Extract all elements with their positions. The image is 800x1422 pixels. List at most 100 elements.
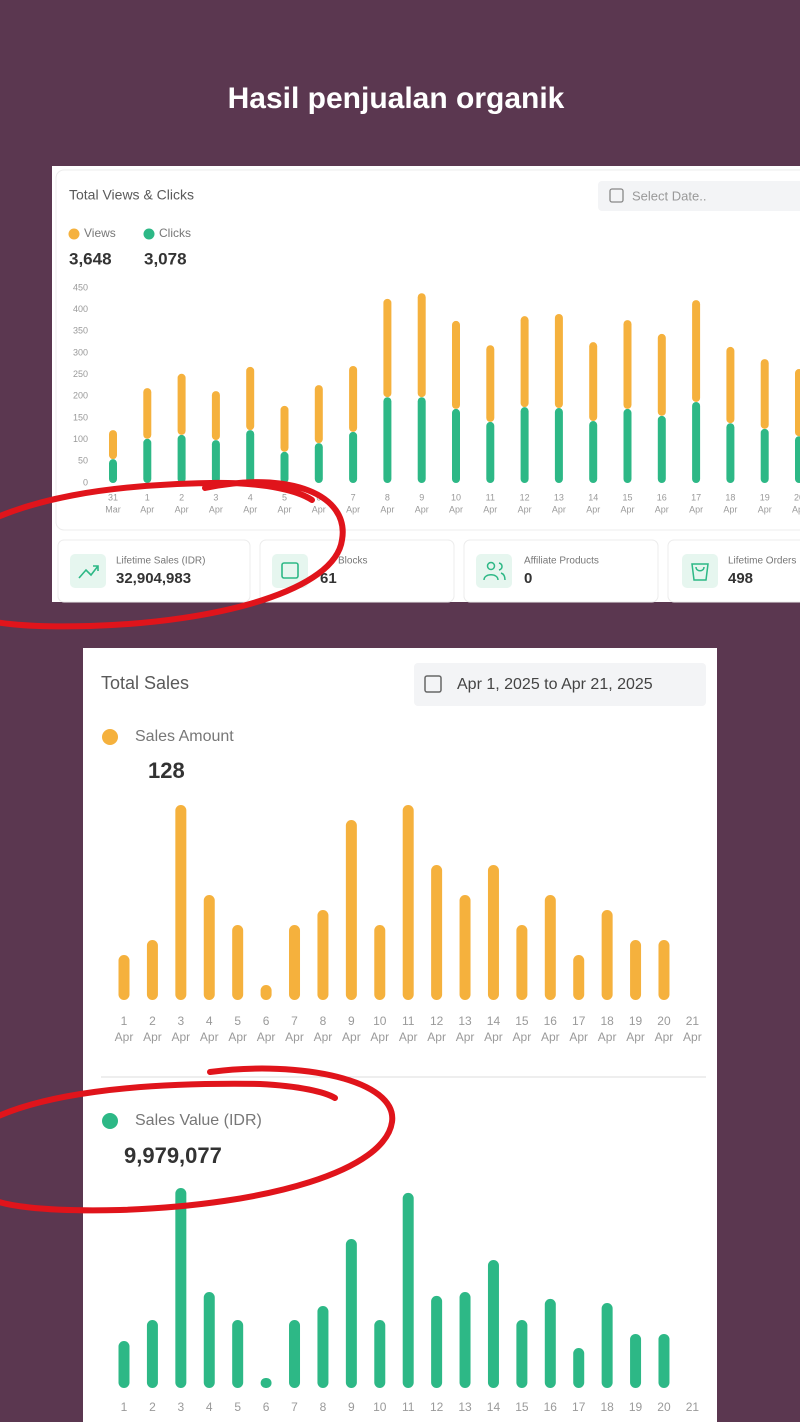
x-tick-label: Apr	[541, 1030, 560, 1044]
bar	[177, 434, 186, 483]
bar	[314, 443, 323, 483]
bar	[109, 459, 117, 483]
x-tick-label: Mar	[105, 504, 121, 514]
legend-label: Sales Value (IDR)	[135, 1112, 262, 1129]
x-tick-label: Apr	[484, 1030, 503, 1044]
bar	[232, 1320, 244, 1388]
x-tick-label: 13	[458, 1014, 472, 1028]
x-tick-label: 12	[430, 1014, 444, 1028]
stat-card	[259, 539, 455, 603]
panel-title: Total Sales	[101, 673, 189, 693]
x-tick-label: Apr	[346, 504, 360, 514]
bar	[760, 359, 769, 429]
x-tick-label: Apr	[513, 1030, 532, 1044]
page-title: Hasil penjualan organik	[228, 82, 565, 115]
bar	[516, 925, 528, 1000]
bar	[417, 293, 426, 398]
x-tick-label: 14	[487, 1014, 501, 1028]
bar	[246, 430, 255, 483]
stat-icon	[476, 554, 512, 588]
x-tick-label: Apr	[200, 1030, 219, 1044]
x-tick-label: Apr	[598, 1030, 617, 1044]
x-tick-label: 8	[385, 492, 390, 502]
bar	[452, 320, 460, 409]
sales-card	[83, 648, 717, 1422]
y-tick-label: 450	[73, 282, 88, 292]
bar	[289, 925, 301, 1000]
bar	[459, 895, 471, 1000]
x-tick-label: 17	[691, 492, 701, 502]
bar	[431, 1295, 443, 1388]
x-tick-label: Apr	[427, 1030, 446, 1044]
date-placeholder: Select Date..	[632, 188, 706, 203]
x-tick-label: 7	[291, 1400, 298, 1414]
stat-card	[463, 539, 659, 603]
bar	[554, 408, 563, 483]
x-tick-label: Apr	[143, 1030, 162, 1044]
x-tick-label: Apr	[723, 504, 737, 514]
date-picker[interactable]	[598, 181, 800, 211]
bar	[317, 1305, 329, 1388]
bar	[118, 1340, 130, 1388]
stat-label: Blocks	[338, 556, 367, 567]
bar	[289, 1320, 301, 1388]
legend-label: Sales Amount	[135, 728, 234, 745]
x-tick-label: Apr	[655, 504, 669, 514]
x-tick-label: 17	[572, 1014, 586, 1028]
bar	[211, 440, 220, 483]
x-tick-label: 19	[760, 492, 770, 502]
x-tick-label: 31	[108, 492, 118, 502]
x-tick-label: Apr	[257, 1030, 276, 1044]
bar	[280, 451, 289, 483]
x-tick-label: 18	[600, 1014, 614, 1028]
x-tick-label: Apr	[115, 1030, 134, 1044]
bar	[658, 1333, 670, 1388]
x-tick-label: 20	[657, 1400, 671, 1414]
stat-value: 498	[728, 570, 753, 587]
stat-card	[57, 539, 251, 603]
bar	[573, 1348, 585, 1388]
x-tick-label: 9	[419, 492, 424, 502]
x-tick-label: 4	[206, 1014, 213, 1028]
x-tick-label: 7	[351, 492, 356, 502]
x-tick-label: Apr	[655, 1030, 674, 1044]
bar	[623, 320, 632, 409]
bar	[544, 1298, 556, 1388]
x-tick-label: 20	[657, 1014, 671, 1028]
legend-dot	[143, 228, 155, 240]
stat-label: Lifetime Sales (IDR)	[116, 556, 205, 567]
date-picker[interactable]	[414, 663, 706, 706]
y-tick-label: 250	[73, 369, 88, 379]
bar	[623, 408, 632, 483]
x-tick-label: 20	[794, 492, 800, 502]
stat-cards: Lifetime Sales (IDR) 32,904,983 Blocks 6…	[57, 539, 800, 603]
bar	[486, 345, 495, 422]
bar	[280, 405, 289, 452]
x-tick-label: 13	[458, 1400, 472, 1414]
bar	[203, 895, 215, 1000]
x-tick-label: 15	[622, 492, 632, 502]
legend-dot	[68, 228, 80, 240]
bar	[589, 342, 598, 422]
bar	[795, 369, 800, 437]
bar	[175, 805, 187, 1000]
x-tick-label: Apr	[456, 1030, 475, 1044]
y-tick-label: 350	[73, 326, 88, 336]
highlight-stroke	[0, 479, 346, 630]
total: 128	[148, 758, 185, 783]
x-tick-label: 16	[657, 492, 667, 502]
x-tick-label: Apr	[758, 504, 772, 514]
bar	[175, 1188, 187, 1388]
bar	[345, 1239, 357, 1388]
x-tick-label: 17	[572, 1400, 586, 1414]
x-tick-label: Apr	[312, 504, 326, 514]
x-tick-label: 11	[486, 492, 495, 502]
bar	[402, 805, 414, 1000]
x-tick-label: Apr	[370, 1030, 389, 1044]
x-tick-label: Apr	[689, 504, 703, 514]
bar	[232, 925, 244, 1000]
bar	[516, 1320, 528, 1388]
x-tick-label: 18	[600, 1400, 614, 1414]
x-tick-label: 10	[373, 1014, 387, 1028]
